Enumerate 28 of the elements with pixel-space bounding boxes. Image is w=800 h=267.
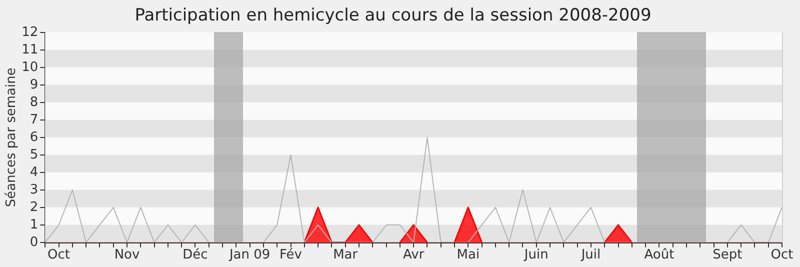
y-tick-label: 1 <box>30 217 38 232</box>
chart-title: Participation en hemicycle au cours de la session 2008-2009 <box>134 6 652 26</box>
x-tick-label: Nov <box>114 248 140 263</box>
y-tick-label: 11 <box>22 42 38 58</box>
y-tick-label: 5 <box>30 147 38 162</box>
x-tick-label: Sept <box>712 248 742 263</box>
y-tick-label: 10 <box>22 60 38 75</box>
x-tick-label: Oct <box>770 248 794 263</box>
y-tick-label: 4 <box>30 164 38 180</box>
y-tick-label: 9 <box>30 77 38 92</box>
x-tick-label: Déc <box>182 248 208 263</box>
x-tick-label: Oct <box>48 248 70 263</box>
x-tick-label: Août <box>644 248 674 263</box>
x-tick-label: Jan 09 <box>228 248 270 263</box>
x-tick-label: Mar <box>333 248 358 263</box>
x-tick-label: Juin <box>523 248 548 263</box>
y-tick-label: 8 <box>30 94 38 110</box>
y-tick-label: 0 <box>30 234 38 250</box>
x-tick-label: Fév <box>280 248 302 263</box>
x-tick-label: Mai <box>456 248 480 263</box>
y-tick-label: 3 <box>30 182 38 198</box>
y-tick-label: 2 <box>30 200 38 215</box>
y-tick-label: 7 <box>30 112 38 128</box>
y-axis-title: Séances par semaine <box>4 68 20 208</box>
x-tick-label: Juil <box>580 248 601 263</box>
y-tick-label: 6 <box>30 130 38 145</box>
x-tick-label: Avr <box>402 248 425 263</box>
y-tick-label: 12 <box>22 24 38 40</box>
